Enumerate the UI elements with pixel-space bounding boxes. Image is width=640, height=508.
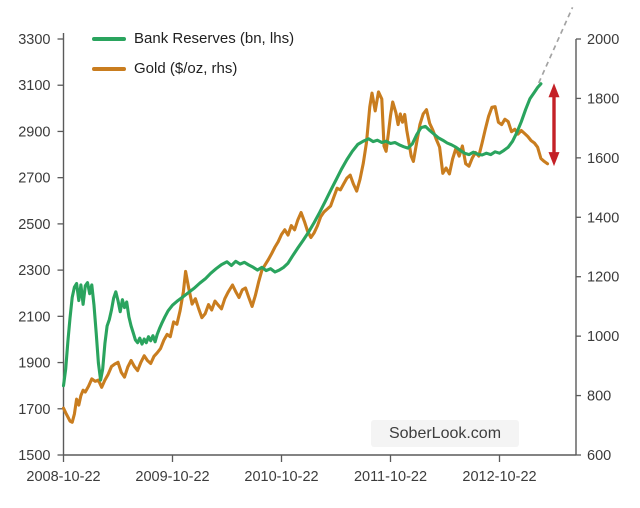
y-axis-left-tick-label: 2500 — [18, 217, 50, 233]
y-axis-right-tick-label: 2000 — [587, 32, 619, 48]
y-axis-left-tick-label: 3300 — [18, 32, 50, 48]
y-axis-right-tick-label: 600 — [587, 448, 611, 464]
y-axis-left-tick-label: 2700 — [18, 171, 50, 187]
y-axis-right-tick-label: 1200 — [587, 270, 619, 286]
projection-dashed-line — [537, 6, 574, 84]
y-axis-right-tick-label: 1600 — [587, 151, 619, 167]
legend-item-gold: Gold ($/oz, rhs) — [92, 60, 294, 77]
y-axis-left-tick-label: 2300 — [18, 263, 50, 279]
x-axis-tick-label: 2012-10-22 — [462, 469, 536, 485]
legend-label-gold: Gold ($/oz, rhs) — [134, 60, 238, 77]
y-axis-right-tick-label: 800 — [587, 389, 611, 405]
watermark: SoberLook.com — [371, 420, 519, 447]
y-axis-left-tick-label: 2900 — [18, 124, 50, 140]
y-axis-left-tick-label: 1500 — [18, 448, 50, 464]
x-axis-tick-label: 2010-10-22 — [244, 469, 318, 485]
bank-reserves-line — [61, 82, 543, 388]
y-axis-right-tick-label: 1000 — [587, 329, 619, 345]
legend-label-bank-reserves: Bank Reserves (bn, lhs) — [134, 30, 295, 47]
legend-item-bank-reserves: Bank Reserves (bn, lhs) — [92, 30, 294, 47]
bank-reserves-line-swatch — [92, 36, 126, 41]
y-axis-left-tick-label: 1700 — [18, 402, 50, 418]
x-axis-tick-label: 2009-10-22 — [135, 469, 209, 485]
y-axis-left-tick-label: 2100 — [18, 309, 50, 325]
y-axis-left-tick-label: 3100 — [18, 78, 50, 94]
chart-legend: Bank Reserves (bn, lhs) Gold ($/oz, rhs) — [92, 30, 294, 77]
gold-line-swatch — [92, 66, 126, 71]
divergence-arrow-head-up — [548, 83, 560, 98]
gold-line — [61, 90, 550, 424]
y-axis-right-tick-label: 1400 — [587, 210, 619, 226]
y-axis-right-tick-label: 1800 — [587, 91, 619, 107]
divergence-arrow-head-down — [548, 152, 560, 167]
y-axis-left-tick-label: 1900 — [18, 356, 50, 372]
x-axis-tick-label: 2011-10-22 — [354, 469, 427, 485]
x-axis-tick-label: 2008-10-22 — [26, 469, 100, 485]
